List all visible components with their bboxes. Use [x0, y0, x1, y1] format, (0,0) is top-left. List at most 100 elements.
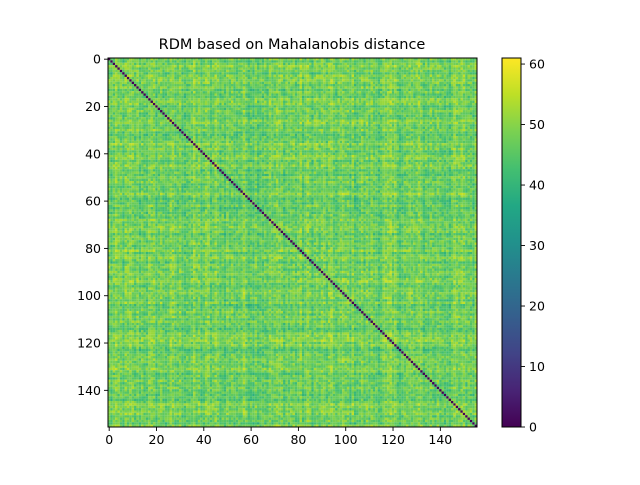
heatmap-cell: [226, 117, 229, 120]
heatmap-cell: [394, 98, 397, 101]
heatmap-cell: [325, 91, 329, 94]
heatmap-cell: [297, 102, 300, 106]
heatmap-cell: [223, 81, 227, 85]
heatmap-cell: [136, 93, 139, 96]
heatmap-cell: [259, 112, 262, 115]
heatmap-cell: [280, 91, 284, 94]
heatmap-cell: [141, 67, 144, 70]
heatmap-cell: [299, 114, 303, 118]
heatmap-cell: [290, 93, 293, 96]
heatmap-cell: [361, 72, 364, 75]
heatmap-cell: [275, 67, 279, 70]
heatmap-cell: [283, 126, 286, 130]
heatmap-cell: [223, 60, 227, 63]
heatmap-cell: [115, 100, 118, 104]
heatmap-cell: [155, 98, 158, 101]
heatmap-cell: [398, 72, 402, 75]
heatmap-cell: [337, 100, 340, 104]
heatmap-cell: [332, 84, 336, 87]
heatmap-cell: [389, 69, 392, 73]
heatmap-cell: [351, 88, 355, 92]
heatmap-cell: [275, 69, 279, 73]
heatmap-cell: [247, 110, 250, 113]
heatmap-cell: [186, 124, 189, 127]
heatmap-cell: [204, 88, 208, 92]
heatmap-cell: [455, 126, 459, 130]
heatmap-cell: [427, 79, 430, 82]
heatmap-cell: [254, 93, 258, 96]
heatmap-cell: [450, 107, 454, 111]
heatmap-cell: [294, 62, 298, 66]
heatmap-cell: [280, 114, 284, 118]
heatmap-cell: [382, 72, 385, 75]
heatmap-cell: [126, 117, 130, 120]
heatmap-cell: [441, 67, 444, 70]
heatmap-cell: [150, 65, 154, 68]
heatmap-cell: [124, 60, 127, 63]
heatmap-cell: [306, 58, 310, 61]
heatmap-cell: [283, 98, 286, 101]
heatmap-cell: [344, 86, 347, 89]
heatmap-cell: [299, 100, 303, 104]
heatmap-cell: [356, 81, 359, 85]
heatmap-cell: [342, 62, 345, 66]
heatmap-cell: [432, 76, 435, 80]
heatmap-cell: [339, 81, 343, 85]
heatmap-cell: [339, 74, 343, 77]
heatmap-cell: [112, 114, 116, 118]
heatmap-cell: [415, 69, 418, 73]
heatmap-cell: [339, 131, 343, 134]
heatmap-cell: [162, 121, 165, 125]
heatmap-cell: [245, 117, 248, 120]
heatmap-cell: [195, 107, 198, 111]
heatmap-cell: [429, 93, 433, 96]
heatmap-cell: [358, 76, 362, 80]
heatmap-cell: [363, 84, 366, 87]
heatmap-cell: [474, 126, 478, 130]
heatmap-cell: [242, 67, 246, 70]
heatmap-cell: [304, 88, 307, 92]
heatmap-cell: [332, 72, 336, 75]
heatmap-cell: [309, 81, 312, 85]
heatmap-cell: [283, 72, 286, 75]
heatmap-cell: [228, 124, 232, 127]
heatmap-cell: [167, 76, 170, 80]
heatmap-cell: [254, 102, 258, 106]
heatmap-cell: [209, 79, 213, 82]
heatmap-cell: [280, 110, 284, 113]
heatmap-cell: [112, 95, 116, 99]
heatmap-cell: [292, 128, 295, 132]
heatmap-cell: [450, 79, 454, 82]
heatmap-cell: [358, 65, 362, 68]
heatmap-cell: [365, 69, 369, 73]
heatmap-cell: [458, 119, 461, 122]
heatmap-cell: [233, 74, 236, 77]
heatmap-cell: [129, 88, 132, 92]
heatmap-cell: [401, 128, 404, 132]
heatmap-cell: [320, 67, 324, 70]
heatmap-cell: [238, 88, 241, 92]
heatmap-cell: [420, 110, 423, 113]
heatmap-cell: [406, 86, 409, 89]
heatmap-cell: [427, 100, 430, 104]
heatmap-cell: [164, 119, 168, 122]
heatmap-cell: [221, 110, 224, 113]
heatmap-cell: [136, 98, 139, 101]
heatmap-cell: [363, 93, 366, 96]
heatmap-cell: [143, 76, 146, 80]
heatmap-cell: [290, 107, 293, 111]
heatmap-cell: [209, 58, 213, 61]
heatmap-cell: [377, 121, 381, 125]
heatmap-cell: [467, 84, 470, 87]
heatmap-cell: [427, 119, 430, 122]
heatmap-cell: [363, 95, 366, 99]
heatmap-cell: [472, 76, 475, 80]
heatmap-cell: [415, 67, 418, 70]
heatmap-cell: [117, 91, 120, 94]
heatmap-cell: [363, 128, 366, 132]
heatmap-cell: [148, 81, 151, 85]
heatmap-cell: [219, 121, 222, 125]
heatmap-cell: [417, 110, 421, 113]
heatmap-cell: [233, 86, 236, 89]
heatmap-cell: [155, 91, 158, 94]
